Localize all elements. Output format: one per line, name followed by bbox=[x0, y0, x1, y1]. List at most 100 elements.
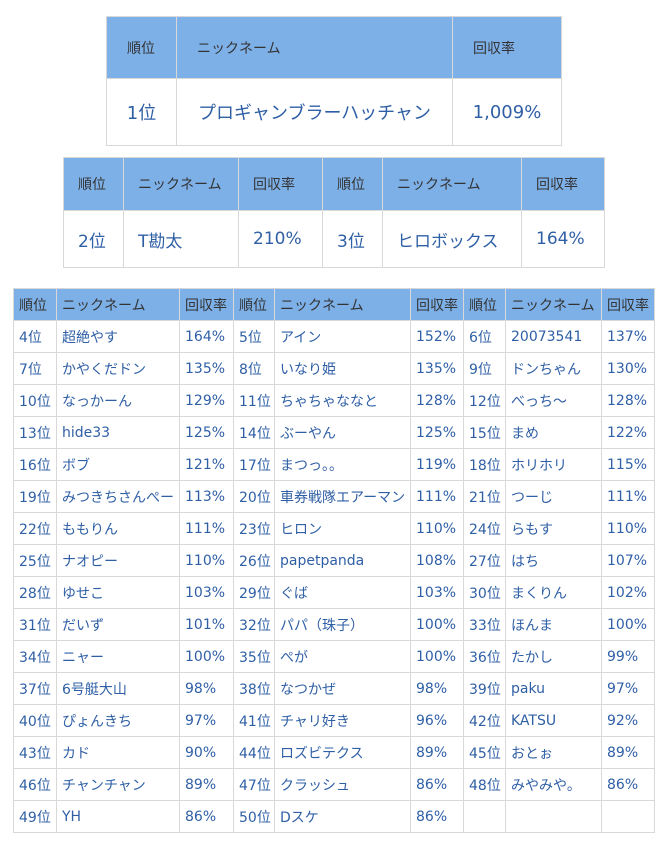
rate-cell: 130% bbox=[601, 352, 655, 385]
rate-header: 回収率 bbox=[452, 16, 562, 79]
rate-cell: 125% bbox=[179, 416, 234, 449]
table-row: 19位 みつきちさんぺー 113% 20位 車券戦隊エアーマン 111% 21位 つーじ 111… bbox=[13, 480, 655, 513]
table-row: 2位 T勘太 210% 3位 ヒロボックス 164% bbox=[63, 210, 605, 268]
nickname-header: ニックネーム bbox=[505, 288, 602, 321]
rate-cell: 111% bbox=[410, 480, 464, 513]
rank-cell: 30位 bbox=[463, 576, 506, 609]
table-row: 16位 ボブ 121% 17位 まつっ。。 119% 18位 ホリホリ 115% bbox=[13, 448, 655, 481]
rank-header: 順位 bbox=[463, 288, 506, 321]
nickname-cell: おとぉ bbox=[505, 736, 602, 769]
table-row: 40位 ぴょんきち 97% 41位 チャリ好き 96% 42位 KATSU 92% bbox=[13, 704, 655, 737]
rank-cell: 33位 bbox=[463, 608, 506, 641]
rate-cell: 164% bbox=[521, 210, 605, 268]
rate-header: 回収率 bbox=[238, 157, 323, 211]
rank-cell: 9位 bbox=[463, 352, 506, 385]
rate-cell: 103% bbox=[179, 576, 234, 609]
header-row: 順位 ニックネーム 回収率 bbox=[106, 16, 562, 79]
rate-cell: 110% bbox=[601, 512, 655, 545]
table-row: 22位 ももりん 111% 23位 ヒロン 110% 24位 らもす 110% bbox=[13, 512, 655, 545]
rank-cell: 13位 bbox=[13, 416, 57, 449]
nickname-cell: paku bbox=[505, 672, 602, 705]
rank-cell: 21位 bbox=[463, 480, 506, 513]
header-row: 順位 ニックネーム 回収率 順位 ニックネーム 回収率 順位 ニックネーム 回収… bbox=[13, 288, 655, 321]
nickname-cell: ほんま bbox=[505, 608, 602, 641]
header-row: 順位 ニックネーム 回収率 順位 ニックネーム 回収率 bbox=[63, 157, 605, 211]
first-place-table: 順位 ニックネーム 回収率 1位 プロギャンブラーハッチャン 1,009% bbox=[106, 16, 562, 146]
table-row: 34位 ニャー 100% 35位 ぺが 100% 36位 たかし 99% bbox=[13, 640, 655, 673]
rate-cell: 100% bbox=[410, 640, 464, 673]
nickname-header: ニックネーム bbox=[176, 16, 453, 79]
rank-cell: 47位 bbox=[233, 768, 275, 801]
rank-cell: 2位 bbox=[63, 210, 124, 268]
second-third-table: 順位 ニックネーム 回収率 順位 ニックネーム 回収率 2位 T勘太 210% … bbox=[63, 157, 605, 268]
nickname-cell: ヒロン bbox=[274, 512, 411, 545]
rate-header: 回収率 bbox=[521, 157, 605, 211]
nickname-cell: なっかーん bbox=[56, 384, 180, 417]
rank-cell: 41位 bbox=[233, 704, 275, 737]
rate-cell: 101% bbox=[179, 608, 234, 641]
rate-cell: 86% bbox=[601, 768, 655, 801]
nickname-cell: 6号艇大山 bbox=[56, 672, 180, 705]
rank-header: 順位 bbox=[106, 16, 177, 79]
nickname-cell: みやみや。 bbox=[505, 768, 602, 801]
rank-cell: 37位 bbox=[13, 672, 57, 705]
rate-cell: 110% bbox=[179, 544, 234, 577]
rank-cell bbox=[463, 800, 506, 833]
ranking-table: 順位 ニックネーム 回収率 順位 ニックネーム 回収率 順位 ニックネーム 回収… bbox=[13, 288, 655, 833]
nickname-cell: papetpanda bbox=[274, 544, 411, 577]
rank-cell: 6位 bbox=[463, 320, 506, 353]
rank-cell: 11位 bbox=[233, 384, 275, 417]
rank-cell: 32位 bbox=[233, 608, 275, 641]
rate-cell: 135% bbox=[410, 352, 464, 385]
rate-cell: 111% bbox=[601, 480, 655, 513]
rate-cell: 1,009% bbox=[452, 78, 562, 146]
rate-cell: 110% bbox=[410, 512, 464, 545]
table-row: 25位 ナオピー 110% 26位 papetpanda 108% 27位 はち 107% bbox=[13, 544, 655, 577]
rate-cell: 113% bbox=[179, 480, 234, 513]
table-row: 1位 プロギャンブラーハッチャン 1,009% bbox=[106, 78, 562, 146]
nickname-cell: ロズビテクス bbox=[274, 736, 411, 769]
rate-cell: 107% bbox=[601, 544, 655, 577]
table-row: 7位 かやくだドン 135% 8位 いなり姫 135% 9位 ドンちゃん 130% bbox=[13, 352, 655, 385]
rate-cell: 121% bbox=[179, 448, 234, 481]
nickname-cell: クラッシュ bbox=[274, 768, 411, 801]
rate-cell: 103% bbox=[410, 576, 464, 609]
rate-cell: 115% bbox=[601, 448, 655, 481]
rank-cell: 39位 bbox=[463, 672, 506, 705]
rank-cell: 40位 bbox=[13, 704, 57, 737]
rank-header: 順位 bbox=[233, 288, 275, 321]
rate-cell: 97% bbox=[179, 704, 234, 737]
table-row: 13位 hide33 125% 14位 ぶーやん 125% 15位 まめ 122% bbox=[13, 416, 655, 449]
rank-cell: 16位 bbox=[13, 448, 57, 481]
nickname-cell: ヒロボックス bbox=[382, 210, 522, 268]
nickname-cell: ゆせこ bbox=[56, 576, 180, 609]
nickname-cell: チャンチャン bbox=[56, 768, 180, 801]
nickname-cell: 20073541 bbox=[505, 320, 602, 353]
nickname-cell: プロギャンブラーハッチャン bbox=[176, 78, 453, 146]
rate-cell: 89% bbox=[410, 736, 464, 769]
rate-cell: 89% bbox=[601, 736, 655, 769]
nickname-cell: 超絶やす bbox=[56, 320, 180, 353]
table-row: 43位 カド 90% 44位 ロズビテクス 89% 45位 おとぉ 89% bbox=[13, 736, 655, 769]
nickname-cell: チャリ好き bbox=[274, 704, 411, 737]
rate-cell: 129% bbox=[179, 384, 234, 417]
table-row: 28位 ゆせこ 103% 29位 ぐば 103% 30位 まくりん 102% bbox=[13, 576, 655, 609]
rank-cell: 3位 bbox=[322, 210, 383, 268]
rank-cell: 31位 bbox=[13, 608, 57, 641]
nickname-cell: ドンちゃん bbox=[505, 352, 602, 385]
nickname-cell: ぶーやん bbox=[274, 416, 411, 449]
rate-cell: 122% bbox=[601, 416, 655, 449]
nickname-cell: ぺが bbox=[274, 640, 411, 673]
nickname-cell: たかし bbox=[505, 640, 602, 673]
rank-cell: 36位 bbox=[463, 640, 506, 673]
rank-cell: 35位 bbox=[233, 640, 275, 673]
rank-cell: 26位 bbox=[233, 544, 275, 577]
nickname-cell: つーじ bbox=[505, 480, 602, 513]
rate-cell: 97% bbox=[601, 672, 655, 705]
rank-cell: 50位 bbox=[233, 800, 275, 833]
rank-cell: 25位 bbox=[13, 544, 57, 577]
rank-cell: 4位 bbox=[13, 320, 57, 353]
nickname-header: ニックネーム bbox=[123, 157, 239, 211]
rate-cell: 108% bbox=[410, 544, 464, 577]
rate-cell: 111% bbox=[179, 512, 234, 545]
